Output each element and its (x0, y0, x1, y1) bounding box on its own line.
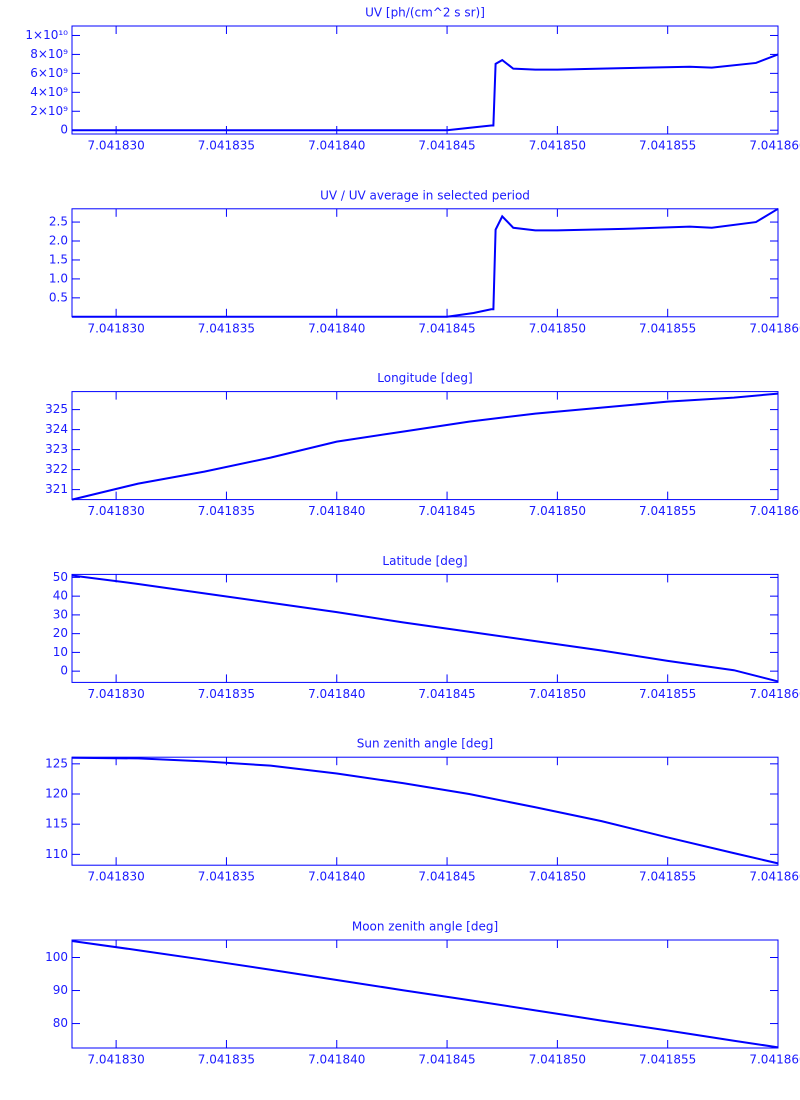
y-tick-label: 125 (45, 756, 68, 770)
y-tick-label: 1×10¹⁰ (25, 28, 68, 42)
data-line (71, 574, 779, 683)
data-line (72, 53, 779, 132)
x-tick-label: 7.041835 (198, 687, 255, 701)
plot-frame (71, 25, 779, 135)
y-tick-label: 120 (45, 787, 68, 801)
x-tick-label: 7.041840 (308, 1053, 365, 1067)
x-tick-label: 7.041835 (198, 504, 255, 518)
x-tick-label: 7.041830 (87, 1053, 144, 1067)
chart-title: UV [ph/(cm^2 s sr)] (365, 6, 485, 20)
x-tick-label: 7.041840 (308, 687, 365, 701)
chart-title: UV / UV average in selected period (320, 188, 530, 202)
y-tick-label: 0 (60, 123, 68, 137)
data-line (71, 939, 779, 1049)
plot-frame (71, 573, 779, 683)
y-tick-label: 110 (45, 847, 68, 861)
x-tick-label: 7.041840 (308, 139, 365, 153)
y-tick-label: 322 (45, 462, 68, 476)
y-tick-label: 321 (45, 482, 68, 496)
y-tick-label: 323 (45, 442, 68, 456)
x-tick-label: 7.041855 (639, 1053, 696, 1067)
x-tick-label: 7.041835 (198, 1053, 255, 1067)
chart-title: Sun zenith angle [deg] (357, 737, 493, 751)
x-tick-label: 7.041845 (418, 687, 475, 701)
x-tick-label: 7.041850 (529, 870, 586, 884)
x-tick-label: 7.041845 (418, 139, 475, 153)
x-tick-label: 7.041850 (529, 504, 586, 518)
x-tick-label: 7.041855 (639, 321, 696, 335)
y-tick-label: 50 (53, 570, 68, 584)
x-tick-label: 7.041840 (308, 321, 365, 335)
x-tick-label: 7.041835 (198, 321, 255, 335)
plot-frame (71, 756, 779, 866)
x-tick-label: 7.041855 (639, 504, 696, 518)
y-tick-label: 2×10⁹ (30, 104, 68, 118)
x-tick-label: 7.041855 (639, 687, 696, 701)
y-tick-label: 10 (53, 645, 68, 659)
data-line (71, 392, 779, 501)
y-tick-label: 100 (45, 950, 68, 964)
x-tick-label: 7.041845 (418, 870, 475, 884)
x-tick-label: 7.041830 (87, 870, 144, 884)
y-tick-label: 40 (53, 589, 68, 603)
y-tick-label: 1.5 (49, 252, 68, 266)
x-tick-label: 7.041835 (198, 139, 255, 153)
y-tick-label: 20 (53, 626, 68, 640)
x-tick-label: 7.041830 (87, 321, 144, 335)
y-tick-label: 4×10⁹ (30, 85, 68, 99)
x-tick-label: 7.041850 (529, 687, 586, 701)
y-tick-label: 30 (53, 607, 68, 621)
x-tick-label: 7.041850 (529, 321, 586, 335)
y-tick-label: 80 (53, 1016, 68, 1030)
y-tick-label: 115 (45, 817, 68, 831)
y-tick-label: 0.5 (49, 290, 68, 304)
y-tick-label: 90 (53, 983, 68, 997)
x-tick-label: 7.041840 (308, 504, 365, 518)
y-tick-label: 324 (45, 422, 68, 436)
y-tick-label: 0 (60, 664, 68, 678)
x-tick-label: 7.041850 (529, 139, 586, 153)
y-tick-label: 2.5 (49, 215, 68, 229)
data-line (72, 207, 779, 318)
y-tick-label: 6×10⁹ (30, 66, 68, 80)
data-line (71, 756, 779, 865)
x-tick-label: 7.041845 (418, 504, 475, 518)
x-tick-label: 7.041830 (87, 687, 144, 701)
x-tick-label: 7.041830 (87, 139, 144, 153)
x-tick-label: 7.041850 (529, 1053, 586, 1067)
plot-frame (71, 391, 779, 501)
x-tick-label: 7.041830 (87, 504, 144, 518)
y-tick-label: 1.0 (49, 271, 68, 285)
plot-frame (71, 939, 779, 1049)
x-tick-label: 7.041835 (198, 870, 255, 884)
y-tick-label: 8×10⁹ (30, 47, 68, 61)
y-tick-label: 2.0 (49, 234, 68, 248)
x-tick-label: 7.041845 (418, 321, 475, 335)
chart-title: Longitude [deg] (377, 371, 472, 385)
y-tick-label: 325 (45, 402, 68, 416)
x-tick-label: 7.041855 (639, 139, 696, 153)
chart-title: Moon zenith angle [deg] (352, 920, 498, 934)
x-tick-label: 7.041845 (418, 1053, 475, 1067)
chart-title: Latitude [deg] (382, 554, 467, 568)
x-tick-label: 7.041840 (308, 870, 365, 884)
x-tick-label: 7.041855 (639, 870, 696, 884)
plot-frame (71, 208, 779, 318)
